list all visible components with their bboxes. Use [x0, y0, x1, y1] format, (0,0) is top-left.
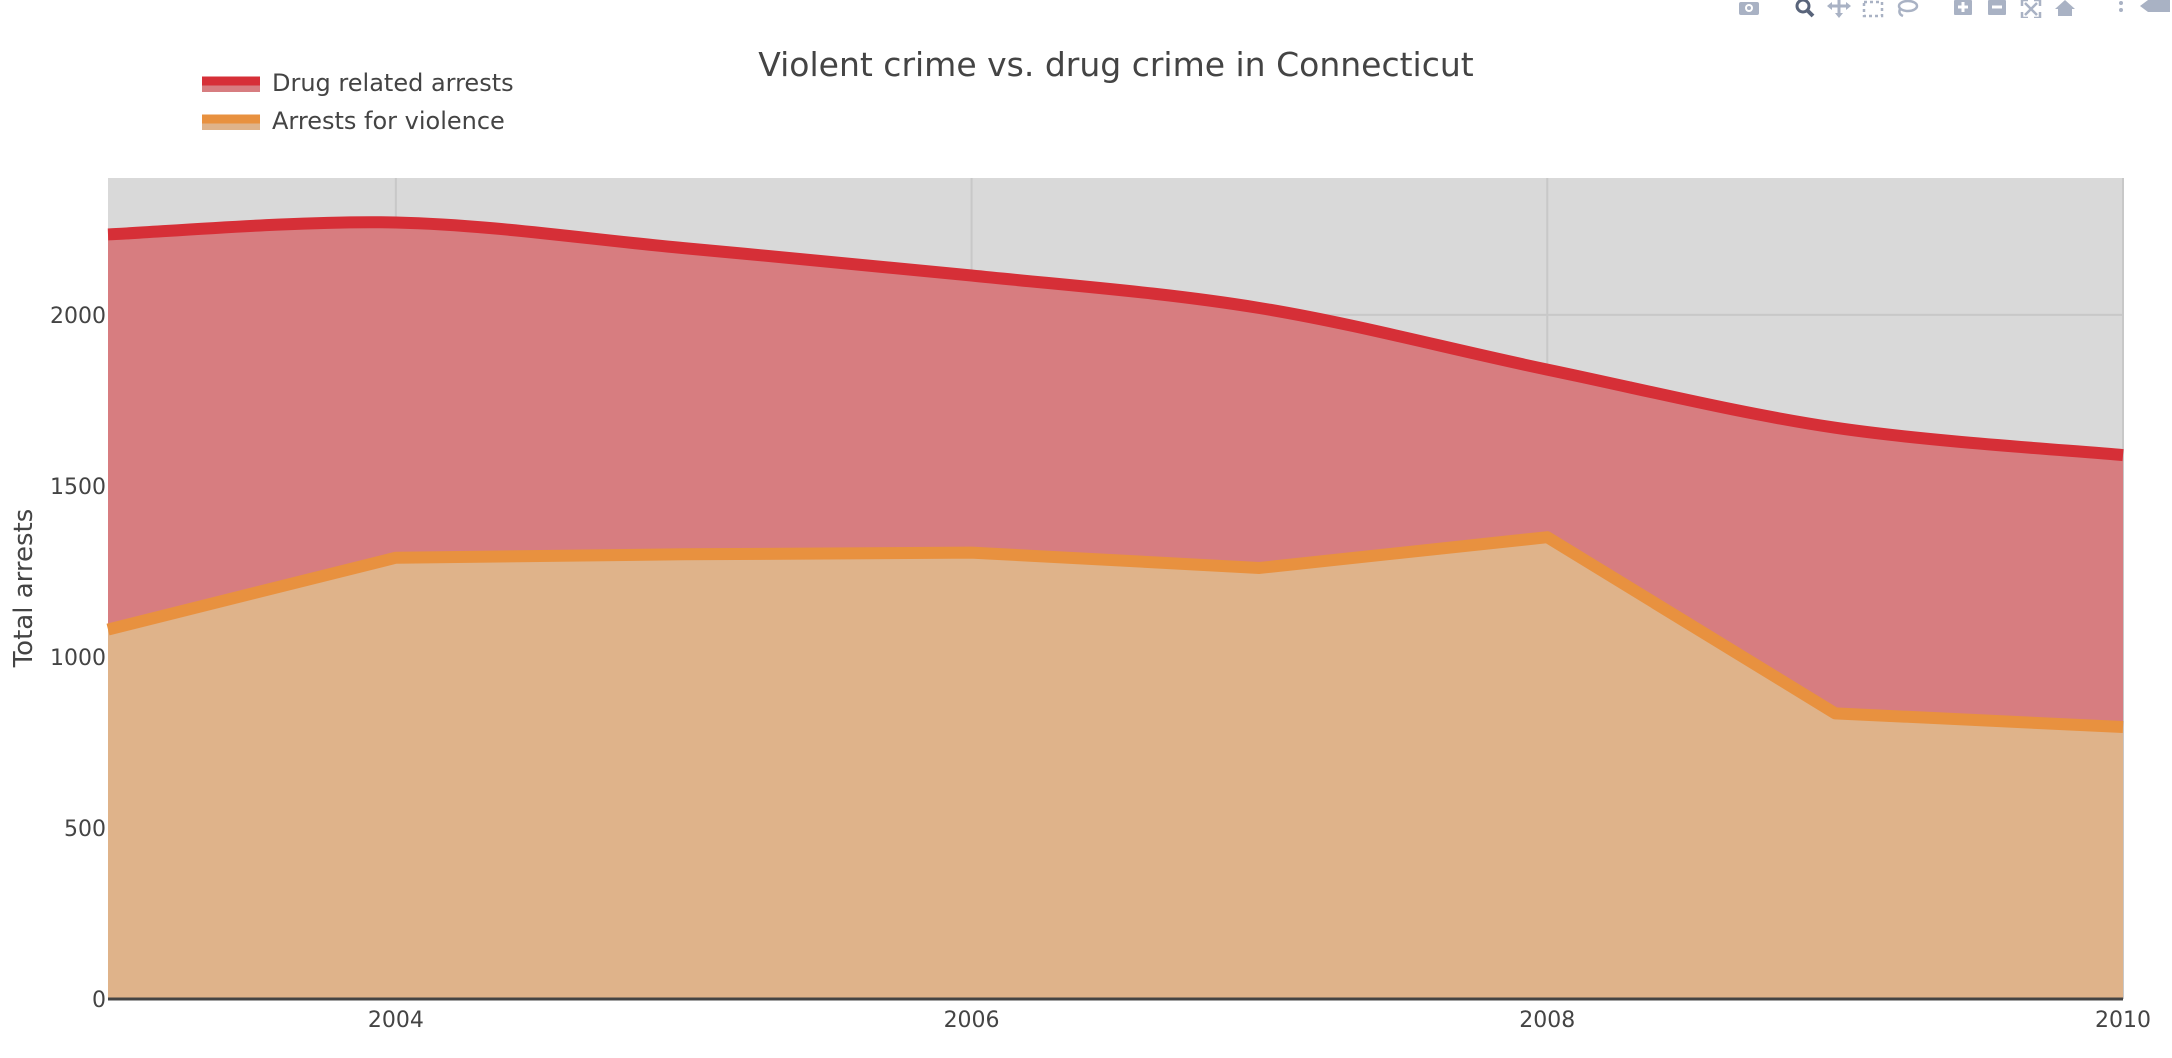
violence-arrests-point[interactable] [676, 546, 692, 562]
series-areas [108, 222, 2123, 999]
x-tick-label: 2006 [944, 1008, 1000, 1033]
legend-label: Arrests for violence [272, 107, 505, 135]
zoom-icon[interactable] [1788, 0, 1822, 22]
y-tick-label: 1500 [50, 475, 106, 500]
y-tick-label: 500 [64, 817, 106, 842]
modebar [1732, 0, 2172, 24]
violence-arrests-point[interactable] [1251, 560, 1267, 576]
y-tick-label: 0 [92, 988, 106, 1013]
hover-closest-icon[interactable] [2138, 0, 2172, 22]
chart-title: Violent crime vs. drug crime in Connecti… [758, 45, 1473, 84]
reset-axes-icon[interactable] [2048, 0, 2082, 22]
drug-arrests-point[interactable] [1251, 300, 1267, 316]
violence-arrests-point[interactable] [388, 550, 404, 566]
spikelines-icon[interactable] [2104, 0, 2138, 22]
x-tick-label: 2010 [2095, 1008, 2151, 1033]
violence-arrests-point[interactable] [1827, 705, 1843, 721]
zoom-out-icon[interactable] [1980, 0, 2014, 22]
violence-arrests-point[interactable] [1539, 529, 1555, 545]
autoscale-icon[interactable] [2014, 0, 2048, 22]
drug-arrests-point[interactable] [100, 226, 116, 242]
y-axis-title: Total arrests [9, 509, 39, 669]
drug-arrests-point[interactable] [1827, 420, 1843, 436]
violence-arrests-point[interactable] [100, 622, 116, 638]
box-select-icon[interactable] [1856, 0, 1890, 22]
y-tick-label: 2000 [50, 304, 106, 329]
violence-arrests-point[interactable] [2115, 719, 2131, 735]
drug-arrests-point[interactable] [676, 240, 692, 256]
violence-arrests-point[interactable] [964, 545, 980, 561]
series-lines [100, 214, 2131, 735]
drug-arrests-point[interactable] [388, 214, 404, 230]
lasso-select-icon[interactable] [1890, 0, 1924, 22]
legend: Drug related arrests Arrests for violence [202, 69, 514, 135]
y-tick-label: 1000 [50, 646, 106, 671]
zoom-in-icon[interactable] [1946, 0, 1980, 22]
x-tick-label: 2004 [368, 1008, 424, 1033]
drug-arrests-point[interactable] [2115, 447, 2131, 463]
camera-icon[interactable] [1732, 0, 1766, 22]
x-tick-label: 2008 [1519, 1008, 1575, 1033]
legend-item-violence-arrests[interactable]: Arrests for violence [202, 107, 505, 135]
legend-label: Drug related arrests [272, 69, 514, 97]
drug-arrests-line[interactable] [107, 216, 2124, 462]
legend-item-drug-arrests[interactable]: Drug related arrests [202, 69, 514, 97]
tick-labels: 2004 2006 2008 2010 0 500 1000 1500 2000 [50, 304, 2151, 1033]
violence-arrests-area[interactable] [108, 537, 2123, 999]
drug-arrests-point[interactable] [1539, 362, 1555, 378]
drug-arrests-point[interactable] [964, 267, 980, 283]
violence-arrests-line[interactable] [106, 531, 2124, 734]
pan-icon[interactable] [1822, 0, 1856, 22]
